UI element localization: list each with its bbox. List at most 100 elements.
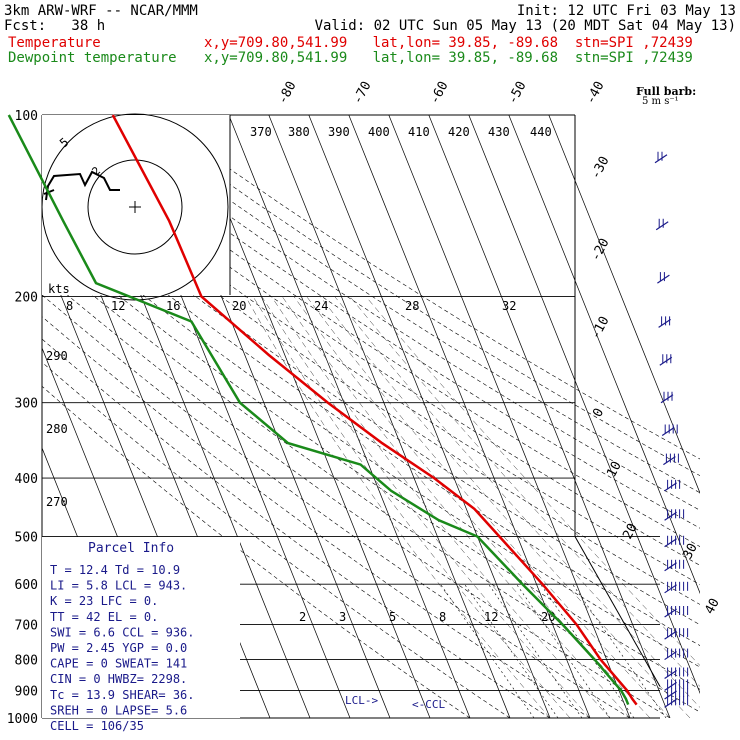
parcel-info-row: LI = 5.8 LCL = 943.	[50, 579, 187, 593]
dewpoint-legend: Dewpoint temperature	[8, 50, 177, 66]
wind-barb-staff	[661, 426, 675, 436]
init-time: Init: 12 UTC Fri 03 May 13	[516, 3, 736, 19]
dry-adiabat	[42, 338, 551, 718]
theta-label: 430	[488, 125, 510, 139]
isotherm-line	[308, 115, 551, 718]
dewpoint-profile	[7, 114, 630, 706]
moist-adiabat	[334, 296, 700, 708]
isotherm-label: -30	[588, 154, 612, 182]
parcel-info-row: SREH = 0 LAPSE= 5.6	[50, 703, 187, 717]
wind-legend-title: Full barb:	[636, 85, 696, 98]
wind-barb-staff	[664, 651, 677, 661]
wind-barb-staff	[664, 562, 677, 572]
isotherm-label: -60	[427, 79, 451, 107]
theta-label: 380	[288, 125, 310, 139]
theta-label: 270	[46, 495, 68, 509]
mixing-ratio-label: 20	[541, 610, 555, 624]
theta-label: 410	[408, 125, 430, 139]
mixing-ratio-line	[488, 584, 583, 718]
mixing-ratio-label: 5	[389, 610, 396, 624]
hodograph-ring	[87, 159, 183, 255]
wind-barb-staff	[660, 394, 674, 404]
dewpoint-location: x,y=709.80,541.99 lat,lon= 39.85, -89.68…	[204, 50, 693, 66]
isotherm-label: 20	[620, 521, 641, 542]
pressure-label: 500	[15, 530, 38, 545]
isotherm-label: -50	[505, 79, 529, 107]
dry-adiabat	[49, 115, 700, 547]
isotherm-line	[508, 115, 700, 594]
wind-barbs	[654, 151, 689, 708]
mixing-ratio-line	[572, 584, 667, 718]
dry-adiabat	[42, 141, 700, 585]
pressure-label: 200	[15, 291, 38, 306]
moist-adiabat	[252, 296, 571, 718]
isotherm-line	[548, 115, 700, 494]
wind-barb-staff	[664, 538, 677, 548]
temperature-profile	[111, 114, 638, 706]
dry-adiabat	[42, 252, 700, 713]
mixing-ratio-line	[464, 584, 559, 718]
theta-label: 400	[368, 125, 390, 139]
moist-adiabat	[320, 296, 691, 718]
dry-adiabat	[91, 115, 700, 511]
wind-legend-units: 5 m s⁻¹	[642, 96, 679, 107]
lcl-label: LCL->	[345, 694, 378, 707]
parcel-info-row: CIN = 0 HWBZ= 2298.	[50, 672, 187, 686]
wind-barb-staff	[664, 630, 677, 640]
mixing-ratio-label: 12	[484, 610, 498, 624]
isotherm-line	[428, 115, 671, 718]
speed-tick-label: 12	[111, 299, 125, 313]
dry-adiabat	[42, 233, 700, 690]
hodograph-panel	[42, 115, 230, 295]
model-title: 3km ARW-WRF -- NCAR/MMM	[4, 3, 198, 19]
dry-adiabat	[42, 316, 591, 718]
wind-barb-staff	[655, 221, 669, 231]
speed-tick-label: 28	[405, 299, 419, 313]
isotherm-line	[388, 115, 631, 718]
wind-barb-staff	[664, 482, 677, 492]
pressure-label: 900	[15, 684, 38, 699]
parcel-info-row: CELL = 106/35	[50, 719, 144, 733]
theta-label: 370	[250, 125, 272, 139]
wind-barb-staff	[657, 274, 670, 284]
mixing-ratio-label: 8	[439, 610, 446, 624]
pressure-label: 600	[15, 578, 38, 593]
parcel-info-row: PW = 2.45 YGP = 0.0	[50, 641, 187, 655]
isotherm-line	[268, 115, 511, 718]
dry-adiabat	[42, 294, 631, 718]
isotherm-label: -20	[588, 236, 612, 264]
isotherm-label: 30	[680, 541, 701, 562]
wind-barb-staff	[664, 681, 677, 691]
speed-tick-label: 24	[314, 299, 328, 313]
forecast-hour: Fcst: 38 h	[4, 18, 106, 34]
moist-adiabat	[271, 296, 611, 718]
parcel-info-row: K = 23 LFC = 0.	[50, 594, 158, 608]
isotherm-label: 40	[702, 596, 723, 617]
temperature-legend: Temperature	[8, 35, 101, 51]
wind-barb-staff	[664, 608, 677, 618]
dry-adiabat	[42, 213, 700, 668]
hodograph-trace	[45, 170, 120, 201]
speed-tick-label: 20	[232, 299, 246, 313]
theta-label: 420	[448, 125, 470, 139]
theta-label: 440	[530, 125, 552, 139]
parcel-info-row: Tc = 13.9 SHEAR= 36.	[50, 688, 195, 702]
wind-barb-staff	[664, 670, 677, 680]
wind-barb-staff	[664, 698, 677, 708]
parcel-info-row: TT = 42 EL = 0.	[50, 610, 158, 624]
dry-adiabat	[42, 158, 700, 605]
isotherm-line	[228, 115, 471, 718]
wind-barb-staff	[654, 154, 668, 164]
wind-barb-staff	[664, 511, 677, 521]
moist-adiabat	[281, 296, 631, 718]
mixing-ratio-line	[516, 584, 611, 718]
speed-tick-label: 8	[66, 299, 73, 313]
dry-adiabat	[42, 385, 471, 718]
parcel-info-row: CAPE = 0 SWEAT= 141	[50, 657, 187, 671]
isotherm-label: 10	[604, 459, 625, 480]
parcel-info-box	[42, 537, 240, 718]
pressure-label: 400	[15, 472, 38, 487]
hodograph-units: kts	[48, 282, 70, 296]
isotherm-label: 0	[590, 406, 607, 420]
